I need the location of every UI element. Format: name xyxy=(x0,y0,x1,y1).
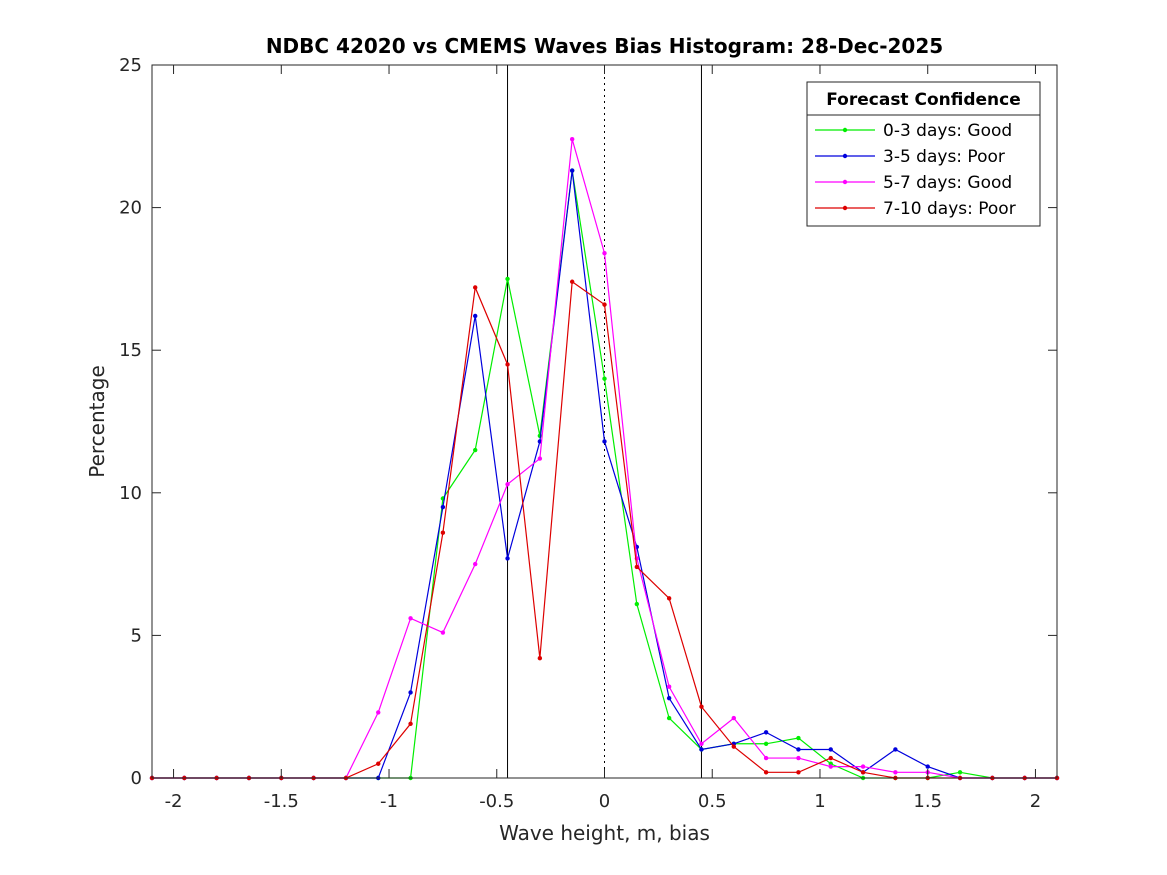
data-point xyxy=(731,715,736,721)
y-tick-label: 5 xyxy=(131,625,142,646)
data-point xyxy=(634,564,640,570)
y-tick-label: 15 xyxy=(119,340,142,361)
data-point xyxy=(602,376,607,381)
data-point xyxy=(666,695,672,701)
data-point xyxy=(860,770,866,775)
data-point xyxy=(666,596,672,601)
chart-title: NDBC 42020 vs CMEMS Waves Bias Histogram… xyxy=(266,34,943,58)
data-point xyxy=(473,313,478,319)
x-tick-label: -1 xyxy=(380,791,398,812)
data-point xyxy=(408,690,413,695)
data-point xyxy=(763,730,769,735)
legend: Forecast Confidence 0-3 days: Good 3-5 da… xyxy=(806,81,1041,227)
x-tick-label: 1.5 xyxy=(913,791,942,812)
data-point xyxy=(473,561,478,567)
legend-marker xyxy=(842,127,848,133)
data-point xyxy=(440,504,446,510)
data-point xyxy=(408,721,413,727)
data-point xyxy=(602,251,607,256)
data-point xyxy=(602,302,607,307)
data-point xyxy=(699,704,704,709)
y-tick-label: 25 xyxy=(119,55,142,76)
data-point xyxy=(796,747,801,752)
legend-item-2: 5-7 days: Good xyxy=(815,173,1012,193)
data-point xyxy=(796,770,801,775)
data-point xyxy=(666,715,672,721)
data-point xyxy=(473,447,478,453)
legend-item-3: 7-10 days: Poor xyxy=(815,199,1016,219)
data-point xyxy=(408,616,413,621)
legend-label: 5-7 days: Good xyxy=(883,173,1012,193)
y-tick-label: 0 xyxy=(131,768,142,789)
data-point xyxy=(699,741,704,746)
data-point xyxy=(925,764,930,769)
data-point xyxy=(569,168,575,173)
x-tick-label: -2 xyxy=(165,791,183,812)
data-point xyxy=(828,747,833,752)
data-point xyxy=(957,770,963,775)
data-point xyxy=(763,755,769,761)
x-tick-label: 1 xyxy=(814,791,825,812)
data-point xyxy=(602,439,607,444)
legend-label: 7-10 days: Poor xyxy=(883,199,1016,219)
x-axis-label: Wave height, m, bias xyxy=(499,821,710,845)
data-point xyxy=(440,530,446,535)
data-point xyxy=(699,747,704,752)
data-point xyxy=(569,136,575,142)
data-point xyxy=(537,456,543,461)
legend-label: 0-3 days: Good xyxy=(883,121,1012,141)
data-point xyxy=(860,764,866,769)
legend-item-1: 3-5 days: Poor xyxy=(815,147,1005,167)
x-tick-label: 0.5 xyxy=(698,791,727,812)
x-tick-label: -0.5 xyxy=(479,791,514,812)
data-point xyxy=(763,741,769,746)
data-point xyxy=(537,656,543,661)
legend-label: 3-5 days: Poor xyxy=(883,147,1005,167)
data-point xyxy=(440,630,446,635)
data-point xyxy=(505,482,510,487)
data-point xyxy=(828,764,833,769)
legend-title: Forecast Confidence xyxy=(826,90,1021,110)
legend-item-0: 0-3 days: Good xyxy=(815,121,1012,141)
data-point xyxy=(634,601,640,607)
data-point xyxy=(505,362,510,367)
data-point xyxy=(763,770,769,775)
data-point xyxy=(473,285,478,290)
data-point xyxy=(893,747,898,752)
data-point xyxy=(666,684,672,689)
data-point xyxy=(505,276,510,282)
y-tick-label: 10 xyxy=(119,483,142,504)
y-axis-label: Percentage xyxy=(85,365,109,478)
legend-marker xyxy=(842,153,848,159)
data-point xyxy=(505,556,510,561)
data-point xyxy=(796,755,801,761)
data-point xyxy=(376,761,381,766)
x-tick-label: 2 xyxy=(1030,791,1041,812)
data-point xyxy=(796,735,801,741)
x-tick-label: -1.5 xyxy=(264,791,299,812)
data-point xyxy=(828,755,833,761)
data-point xyxy=(376,710,381,715)
data-point xyxy=(893,770,898,775)
legend-marker xyxy=(842,179,848,185)
data-point xyxy=(731,744,736,749)
data-point xyxy=(569,279,575,284)
x-tick-label: 0 xyxy=(599,791,610,812)
legend-marker xyxy=(842,205,848,211)
y-tick-label: 20 xyxy=(119,198,142,219)
